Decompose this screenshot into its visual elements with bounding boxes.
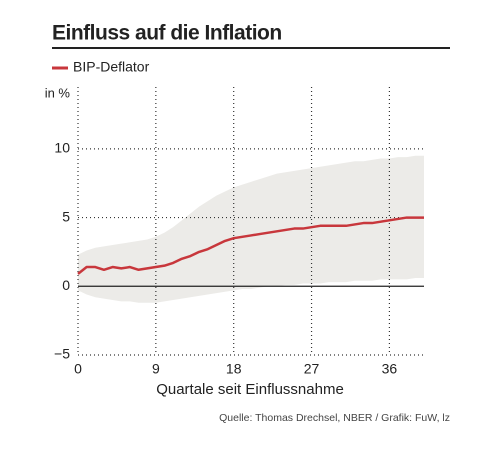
source: Quelle: Thomas Drechsel, NBER / Grafik: … [219, 412, 450, 424]
y-tick-label: 0 [62, 277, 70, 293]
x-tick-label: 0 [74, 361, 82, 377]
confidence-band [78, 155, 424, 303]
x-axis-label: Quartale seit Einflussnahme [156, 381, 344, 398]
x-tick-label: 36 [382, 361, 398, 377]
x-tick-label: 9 [152, 361, 160, 377]
chart-title: Einfluss auf die Inflation [52, 22, 282, 45]
y-tick-label: −5 [54, 346, 70, 362]
line [77, 216, 424, 275]
y-unit: in % [45, 85, 71, 100]
y-tick-label: 5 [62, 208, 70, 224]
x-tick-label: 18 [226, 361, 242, 377]
legend-label: BIP-Deflator [73, 59, 150, 75]
x-tick-label: 27 [304, 361, 320, 377]
y-tick-label: 10 [54, 140, 70, 156]
